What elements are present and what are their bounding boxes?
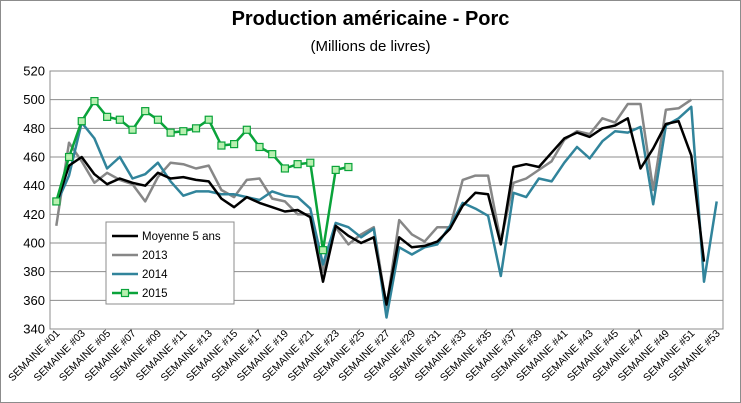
y-tick-label: 440 — [23, 178, 45, 193]
series-line-2014 — [55, 105, 718, 319]
y-tick-label: 380 — [23, 264, 45, 279]
data-point-2015 — [331, 165, 340, 174]
data-point-2015 — [204, 115, 213, 124]
y-tick-label: 360 — [23, 293, 45, 308]
data-point-2015 — [179, 127, 188, 136]
y-tick-label: 500 — [23, 92, 45, 107]
data-point-2015 — [255, 142, 264, 152]
chart-title: Production américaine - Porc — [231, 8, 510, 30]
data-point-2015 — [268, 150, 277, 159]
y-tick-label: 460 — [23, 150, 45, 165]
series-group — [52, 96, 718, 319]
legend-label: 2014 — [142, 269, 168, 281]
data-point-2015 — [242, 125, 251, 134]
data-point-2015 — [115, 115, 124, 124]
y-axis: 340 360 380 400 420 440 460 480 500 520 — [23, 64, 45, 337]
data-point-2015 — [166, 128, 175, 137]
data-point-2015 — [217, 141, 226, 150]
data-point-2015 — [293, 160, 302, 169]
data-point-2015 — [318, 246, 328, 255]
data-point-2015 — [64, 152, 74, 162]
data-point-2015 — [141, 107, 150, 116]
data-point-2015 — [52, 197, 61, 206]
legend-label: Moyenne 5 ans — [142, 231, 221, 243]
data-point-2015 — [103, 112, 112, 121]
data-point-2015 — [90, 96, 99, 106]
y-tick-label: 520 — [23, 64, 45, 79]
data-point-2015 — [280, 164, 290, 173]
data-point-2015 — [306, 158, 315, 167]
plot-area — [49, 70, 724, 330]
y-tick-label: 340 — [23, 322, 45, 337]
series-line-2013 — [55, 98, 693, 309]
legend: Moyenne 5 ans 2013 2014 2015 — [105, 221, 235, 305]
series-line-moyenne-5-ans — [55, 117, 706, 306]
legend-label: 2015 — [142, 288, 168, 300]
y-tick-label: 420 — [23, 207, 45, 222]
data-point-2015 — [128, 125, 137, 134]
data-point-2015 — [344, 162, 353, 172]
legend-marker — [120, 288, 130, 298]
chart-subtitle: (Millions de livres) — [310, 38, 431, 55]
legend-label: 2013 — [142, 250, 168, 262]
data-point-2015 — [230, 140, 239, 149]
data-point-2015 — [153, 115, 163, 124]
y-tick-label: 480 — [23, 121, 45, 136]
data-point-2015 — [191, 124, 201, 133]
data-point-2015 — [77, 117, 86, 126]
y-tick-label: 400 — [23, 236, 45, 251]
